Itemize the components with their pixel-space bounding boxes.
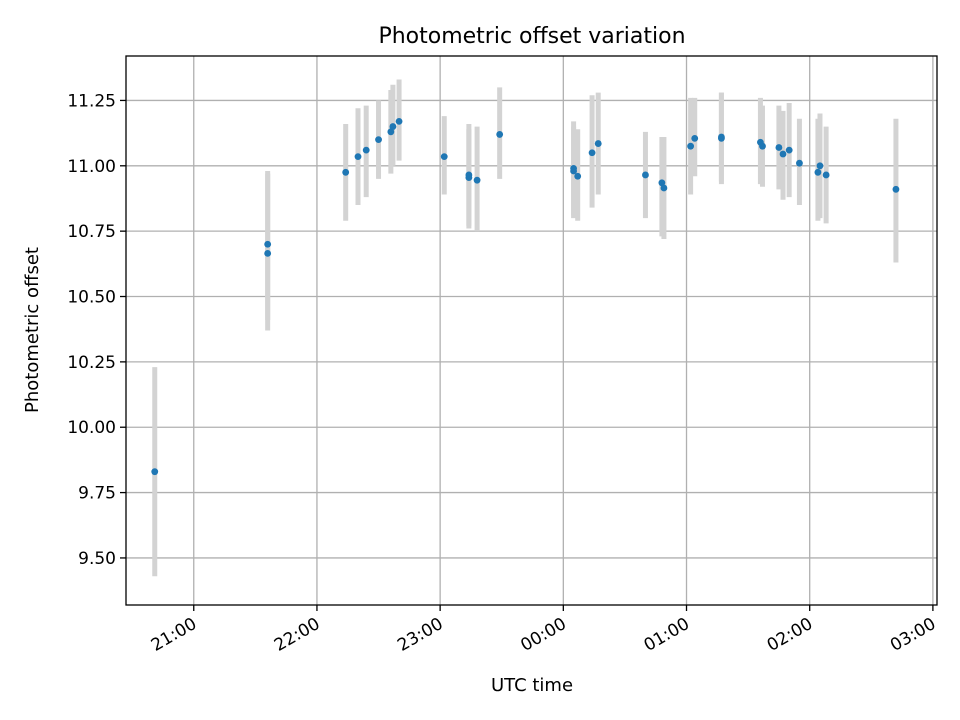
x-tick-label: 21:00 [148, 614, 200, 656]
y-axis-label: Photometric offset [22, 247, 43, 413]
data-point [796, 159, 803, 167]
data-point [387, 128, 395, 136]
data-point [395, 117, 403, 125]
data-points [151, 117, 900, 476]
x-tick-label: 23:00 [394, 614, 446, 656]
data-point [465, 174, 473, 181]
data-point [389, 123, 397, 130]
data-point [588, 149, 596, 157]
data-point [759, 142, 766, 150]
data-point [822, 171, 830, 179]
data-point [342, 168, 350, 176]
y-tick-label: 9.50 [78, 549, 116, 569]
data-point [594, 140, 602, 147]
chart-title: Photometric offset variation [378, 24, 685, 49]
x-tick-label: 00:00 [517, 614, 569, 656]
data-point [816, 162, 824, 170]
data-point [691, 134, 699, 142]
data-point [718, 133, 725, 141]
x-tick-label: 22:00 [271, 614, 323, 656]
data-point [354, 153, 362, 161]
data-point [264, 240, 272, 248]
grid [126, 56, 937, 605]
data-point [785, 146, 793, 154]
data-point [151, 468, 159, 476]
x-tick-label: 02:00 [764, 614, 816, 656]
plot-frame [125, 55, 938, 606]
x-axis: 21:00 22:00 23:00 00:00 01:00 02:00 03:00 [148, 605, 939, 656]
y-tick-label: 10.00 [67, 418, 116, 438]
y-tick-label: 9.75 [78, 484, 116, 504]
data-point [473, 176, 481, 184]
y-tick-label: 10.75 [67, 222, 116, 242]
y-tick-label: 11.25 [67, 91, 116, 111]
data-point [440, 153, 448, 161]
data-point [775, 144, 783, 151]
data-point [892, 185, 900, 193]
y-tick-label: 10.50 [67, 288, 116, 308]
data-point [264, 249, 272, 257]
x-tick-label: 01:00 [641, 614, 693, 656]
data-point [658, 179, 666, 187]
y-tick-label: 10.25 [67, 353, 116, 373]
data-point [496, 131, 504, 138]
data-point [574, 172, 582, 180]
data-point [642, 171, 649, 179]
y-axis: 9.50 9.75 10.00 10.25 10.50 10.75 11.00 11.25 [67, 91, 126, 569]
data-point [660, 184, 668, 192]
data-point [375, 136, 382, 144]
x-axis-label: UTC time [491, 675, 573, 696]
data-point [570, 165, 577, 172]
data-point [687, 142, 695, 150]
x-tick-label: 03:00 [887, 614, 939, 656]
y-tick-label: 11.00 [67, 157, 116, 177]
data-point [779, 150, 787, 158]
data-point [814, 168, 822, 176]
data-point [362, 146, 370, 154]
